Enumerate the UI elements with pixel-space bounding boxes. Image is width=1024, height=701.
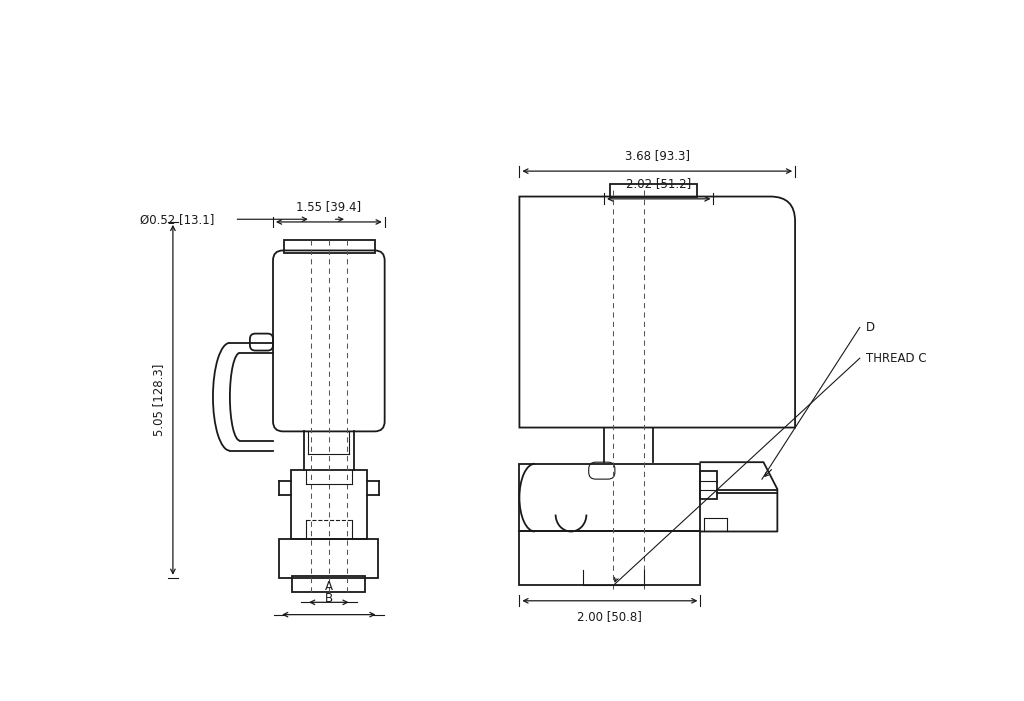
Text: 2.00 [50.8]: 2.00 [50.8] bbox=[578, 610, 642, 623]
Text: B: B bbox=[325, 592, 333, 606]
Text: D: D bbox=[866, 321, 876, 334]
Bar bbox=[280, 539, 379, 578]
Bar bbox=[609, 184, 696, 197]
Text: 3.68 [93.3]: 3.68 [93.3] bbox=[625, 149, 690, 162]
Bar bbox=[700, 472, 717, 499]
Text: 1.55 [39.4]: 1.55 [39.4] bbox=[296, 200, 361, 212]
Text: A: A bbox=[325, 580, 333, 593]
Text: Ø0.52 [13.1]: Ø0.52 [13.1] bbox=[140, 213, 214, 226]
Text: 2.02 [51.2]: 2.02 [51.2] bbox=[626, 177, 691, 189]
Bar bbox=[284, 240, 375, 253]
Bar bbox=[519, 531, 700, 585]
Text: THREAD C: THREAD C bbox=[866, 352, 927, 365]
Bar bbox=[291, 470, 367, 539]
Bar bbox=[292, 576, 366, 592]
Text: 5.05 [128.3]: 5.05 [128.3] bbox=[153, 364, 165, 436]
Bar bbox=[519, 464, 700, 531]
